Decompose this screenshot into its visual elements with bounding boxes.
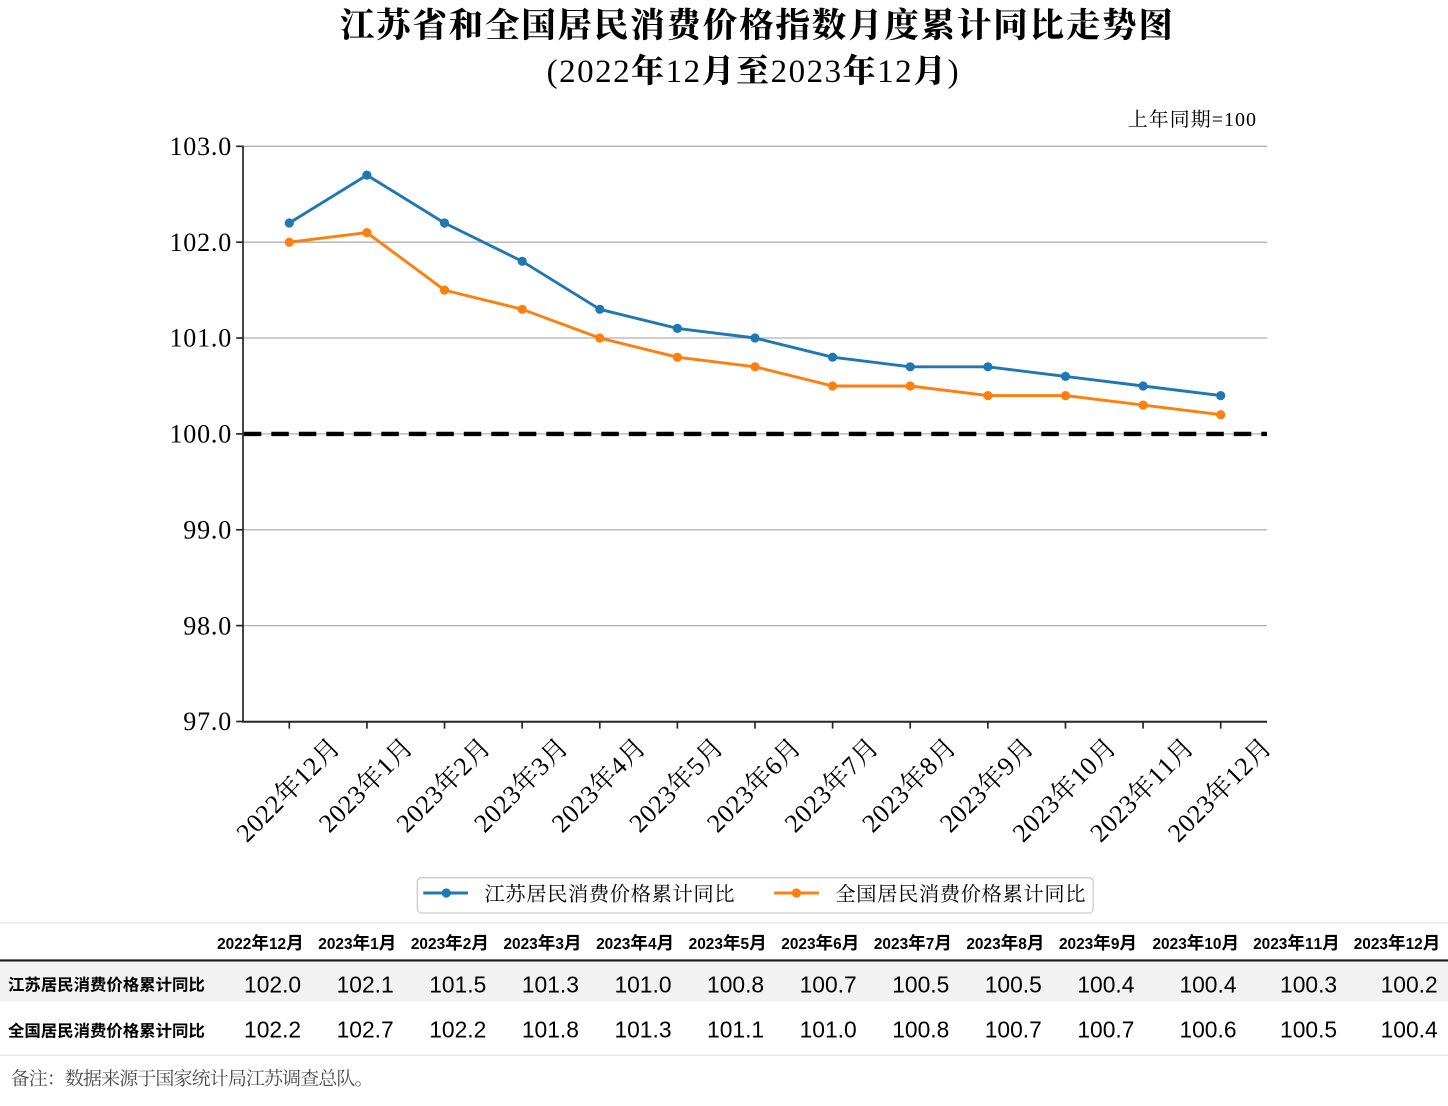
svg-text:=100: =100 <box>1212 109 1256 131</box>
svg-text:101.0: 101.0 <box>614 972 671 998</box>
svg-text:100.5: 100.5 <box>892 972 949 998</box>
svg-text:2023: 2023 <box>689 936 723 953</box>
svg-text:(2022: (2022 <box>547 54 630 90</box>
svg-text:98.0: 98.0 <box>183 611 231 640</box>
svg-text:102.7: 102.7 <box>337 1017 394 1043</box>
svg-text:100.3: 100.3 <box>1280 972 1337 998</box>
svg-text:100.6: 100.6 <box>1179 1017 1236 1043</box>
svg-text:100.0: 100.0 <box>170 420 232 449</box>
svg-text:2023: 2023 <box>411 936 445 953</box>
svg-text:): ) <box>948 54 959 90</box>
svg-text:2023: 2023 <box>318 936 352 953</box>
svg-text:102.2: 102.2 <box>429 1017 486 1043</box>
svg-text:12: 12 <box>1406 936 1423 953</box>
svg-text:101.0: 101.0 <box>170 324 232 353</box>
svg-text:100.4: 100.4 <box>1179 972 1236 998</box>
svg-text:11: 11 <box>1305 936 1323 953</box>
svg-text:1: 1 <box>370 936 379 953</box>
svg-text:101.3: 101.3 <box>522 972 579 998</box>
svg-text:2023: 2023 <box>1253 936 1287 953</box>
svg-text:101.5: 101.5 <box>429 972 486 998</box>
svg-text:100.4: 100.4 <box>1381 1017 1438 1043</box>
svg-text:101.3: 101.3 <box>614 1017 671 1043</box>
svg-text:10: 10 <box>1204 936 1221 953</box>
svg-text:12: 12 <box>877 54 912 90</box>
svg-text:101.0: 101.0 <box>800 1017 857 1043</box>
svg-text:12: 12 <box>269 936 286 953</box>
svg-text:100.7: 100.7 <box>1077 1017 1134 1043</box>
svg-text:100.7: 100.7 <box>800 972 857 998</box>
svg-text:100.4: 100.4 <box>1077 972 1134 998</box>
svg-text:100.2: 100.2 <box>1381 972 1438 998</box>
svg-text:2022: 2022 <box>217 936 251 953</box>
svg-text:100.8: 100.8 <box>892 1017 949 1043</box>
svg-text:2023: 2023 <box>1153 936 1187 953</box>
svg-text:2023: 2023 <box>596 936 630 953</box>
svg-text:97.0: 97.0 <box>183 707 231 736</box>
svg-text:100.5: 100.5 <box>985 972 1042 998</box>
svg-text:6: 6 <box>833 936 842 953</box>
svg-text:5: 5 <box>741 936 750 953</box>
svg-text:100.5: 100.5 <box>1280 1017 1337 1043</box>
svg-text:101.1: 101.1 <box>707 1017 764 1043</box>
svg-text:9: 9 <box>1111 936 1120 953</box>
svg-text:2023: 2023 <box>1354 936 1388 953</box>
svg-text:12: 12 <box>666 54 701 90</box>
svg-text:102.2: 102.2 <box>244 1017 301 1043</box>
svg-text:101.8: 101.8 <box>522 1017 579 1043</box>
svg-text:102.0: 102.0 <box>244 972 301 998</box>
svg-text:100.8: 100.8 <box>707 972 764 998</box>
svg-text:2023: 2023 <box>503 936 537 953</box>
svg-text:99.0: 99.0 <box>183 515 231 544</box>
svg-text:2: 2 <box>463 936 472 953</box>
svg-text:2023: 2023 <box>771 54 842 90</box>
svg-text:100.7: 100.7 <box>985 1017 1042 1043</box>
svg-text:7: 7 <box>926 936 935 953</box>
svg-text:4: 4 <box>648 936 657 953</box>
svg-text:8: 8 <box>1018 936 1027 953</box>
svg-text:102.0: 102.0 <box>170 228 232 257</box>
svg-text:2023: 2023 <box>1059 936 1093 953</box>
svg-text:2023: 2023 <box>966 936 1000 953</box>
svg-text:3: 3 <box>555 936 564 953</box>
svg-text:2023: 2023 <box>781 936 815 953</box>
svg-text:103.0: 103.0 <box>170 132 232 161</box>
svg-text:102.1: 102.1 <box>337 972 394 998</box>
svg-text:2023: 2023 <box>874 936 908 953</box>
